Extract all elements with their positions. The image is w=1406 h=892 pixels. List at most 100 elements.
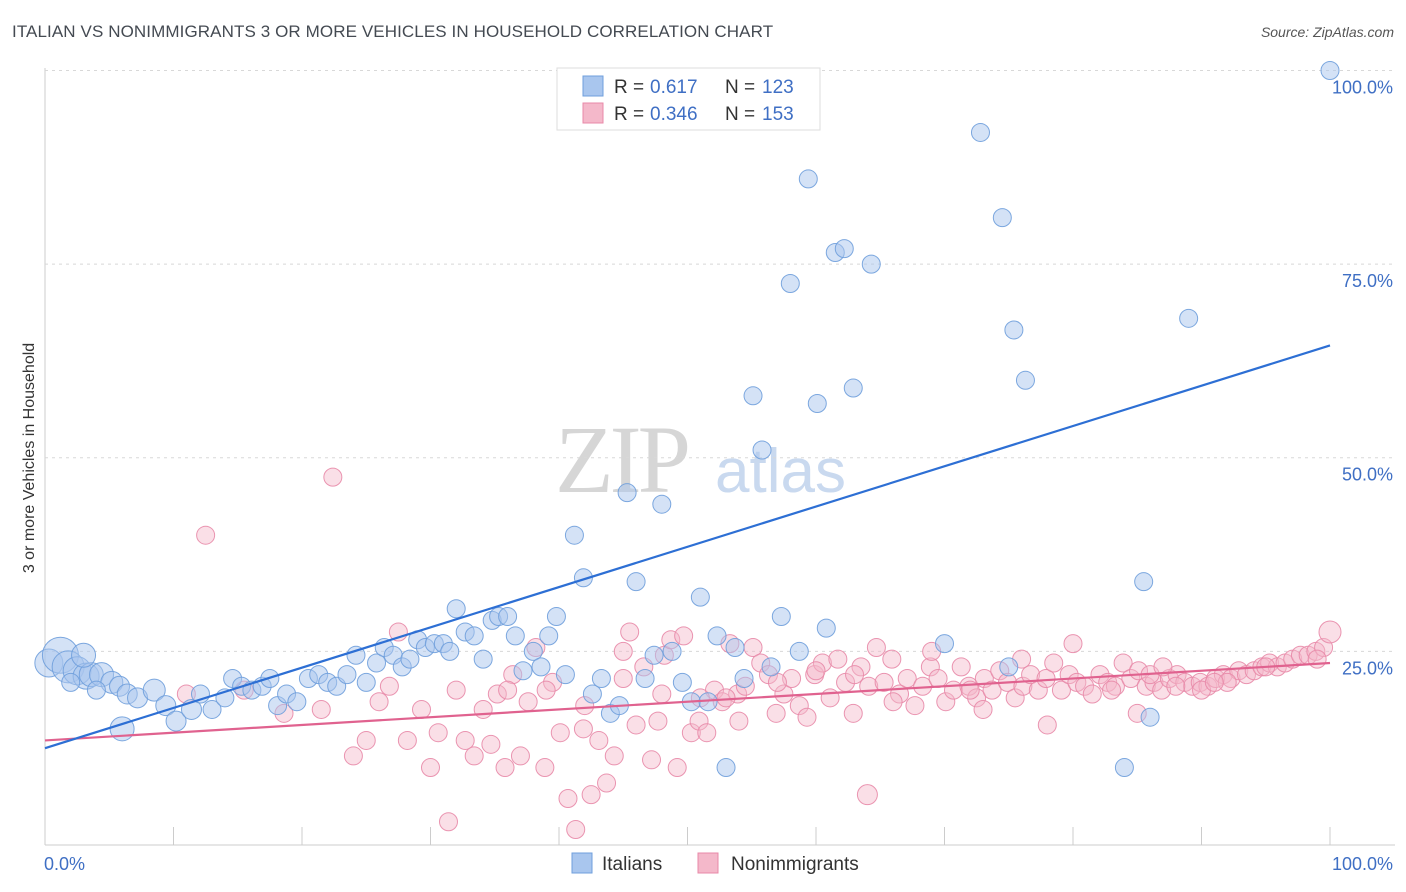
nonimmigrants-point bbox=[843, 703, 863, 723]
italians-point bbox=[473, 649, 493, 669]
legend-n-label-italians: N = bbox=[725, 77, 755, 98]
italians-point bbox=[716, 758, 736, 778]
source-label: Source: ZipAtlas.com bbox=[1260, 24, 1394, 40]
italians-point bbox=[464, 626, 484, 646]
italians-point bbox=[539, 626, 559, 646]
legend-n-value-nonimmigrants: 153 bbox=[762, 104, 794, 125]
nonimmigrants-point bbox=[928, 668, 948, 688]
italians-point bbox=[807, 394, 827, 414]
nonimmigrants-point bbox=[806, 661, 826, 681]
nonimmigrants-point bbox=[882, 649, 902, 669]
nonimmigrants-point bbox=[1021, 665, 1041, 685]
y-axis-label: 3 or more Vehicles in Household bbox=[21, 343, 38, 573]
nonimmigrants-point bbox=[782, 668, 802, 688]
italians-point bbox=[513, 661, 533, 681]
italians-point bbox=[672, 672, 692, 692]
nonimmigrants-point bbox=[1113, 653, 1133, 673]
legend-swatch-nonimmigrants bbox=[582, 102, 604, 124]
italians-point bbox=[816, 618, 836, 638]
nonimmigrants-point bbox=[828, 649, 848, 669]
nonimmigrants-point bbox=[412, 699, 432, 719]
italians-point bbox=[992, 208, 1012, 228]
nonimmigrants-point bbox=[905, 696, 925, 716]
nonimmigrants-point bbox=[982, 680, 1002, 700]
italians-point bbox=[546, 607, 566, 627]
italians-point bbox=[202, 699, 222, 719]
x-tick-label-min: 0.0% bbox=[44, 854, 85, 874]
nonimmigrants-point bbox=[550, 723, 570, 743]
italians-point bbox=[573, 568, 593, 588]
nonimmigrants-point bbox=[464, 746, 484, 766]
italians-point bbox=[743, 386, 763, 406]
italians-point bbox=[555, 665, 575, 685]
italians-point bbox=[662, 641, 682, 661]
nonimmigrants-point bbox=[1037, 715, 1057, 735]
nonimmigrants-point bbox=[1102, 680, 1122, 700]
italians-point bbox=[367, 653, 387, 673]
nonimmigrants-point bbox=[667, 758, 687, 778]
nonimmigrants-point bbox=[967, 688, 987, 708]
italians-point bbox=[346, 645, 366, 665]
italians-point bbox=[356, 672, 376, 692]
nonimmigrants-point bbox=[510, 746, 530, 766]
nonimmigrants-point bbox=[604, 746, 624, 766]
nonimmigrants-point bbox=[1153, 657, 1173, 677]
nonimmigrants-point bbox=[498, 680, 518, 700]
nonimmigrants-point bbox=[626, 715, 646, 735]
nonimmigrants-point bbox=[323, 467, 343, 487]
italians-point bbox=[617, 483, 637, 503]
nonimmigrants-point bbox=[1051, 680, 1071, 700]
italians-point bbox=[771, 607, 791, 627]
italians-point bbox=[1140, 707, 1160, 727]
nonimmigrants-point bbox=[856, 784, 878, 806]
nonimmigrants-point bbox=[473, 699, 493, 719]
nonimmigrants-point bbox=[481, 734, 501, 754]
nonimmigrants-point bbox=[1307, 649, 1327, 669]
nonimmigrants-point bbox=[495, 758, 515, 778]
series-legend: Italians Nonimmigrants bbox=[571, 852, 859, 875]
nonimmigrants-point bbox=[951, 657, 971, 677]
nonimmigrants-point bbox=[397, 730, 417, 750]
x-ticks bbox=[173, 827, 1331, 845]
nonimmigrants-point bbox=[487, 684, 507, 704]
nonimmigrants-point bbox=[851, 657, 871, 677]
nonimmigrants-point bbox=[674, 626, 694, 646]
bottom-legend-label-italians: Italians bbox=[602, 854, 662, 875]
nonimmigrants-point bbox=[356, 730, 376, 750]
italians-point bbox=[155, 695, 177, 717]
nonimmigrants-point bbox=[446, 680, 466, 700]
y-tick-labels: 25.0% 50.0% 75.0% 100.0% bbox=[1332, 77, 1393, 678]
nonimmigrants-point bbox=[642, 750, 662, 770]
bottom-legend-label-nonimmigrants: Nonimmigrants bbox=[731, 854, 859, 875]
italians-point bbox=[498, 607, 518, 627]
nonimmigrants-point bbox=[973, 699, 993, 719]
nonimmigrants-point bbox=[1204, 672, 1224, 692]
nonimmigrants-point bbox=[379, 676, 399, 696]
trend-lines bbox=[44, 344, 1331, 750]
italians-point bbox=[734, 668, 754, 688]
nonimmigrants-point bbox=[1090, 665, 1110, 685]
y-tick-label: 100.0% bbox=[1332, 77, 1393, 97]
italians-point bbox=[1134, 572, 1154, 592]
italians-point bbox=[843, 378, 863, 398]
nonimmigrants-point bbox=[589, 730, 609, 750]
legend-n-value-italians: 123 bbox=[762, 77, 794, 98]
italians-point bbox=[446, 599, 466, 619]
nonimmigrants-point bbox=[1044, 653, 1064, 673]
nonimmigrants-point bbox=[681, 723, 701, 743]
nonimmigrants-point bbox=[620, 622, 640, 642]
nonimmigrants-point bbox=[597, 773, 617, 793]
nonimmigrants-point bbox=[812, 653, 832, 673]
nonimmigrants-point bbox=[716, 688, 736, 708]
italians-point bbox=[1320, 60, 1340, 80]
italians-point bbox=[999, 657, 1019, 677]
y-tick-label: 50.0% bbox=[1342, 465, 1393, 485]
nonimmigrants-point bbox=[874, 672, 894, 692]
italians-point bbox=[635, 668, 655, 688]
italians-point bbox=[142, 678, 166, 702]
legend-r-value-nonimmigrants: 0.346 bbox=[650, 104, 698, 125]
nonimmigrants-point bbox=[518, 692, 538, 712]
nonimmigrants-point bbox=[535, 758, 555, 778]
italians-point bbox=[591, 668, 611, 688]
